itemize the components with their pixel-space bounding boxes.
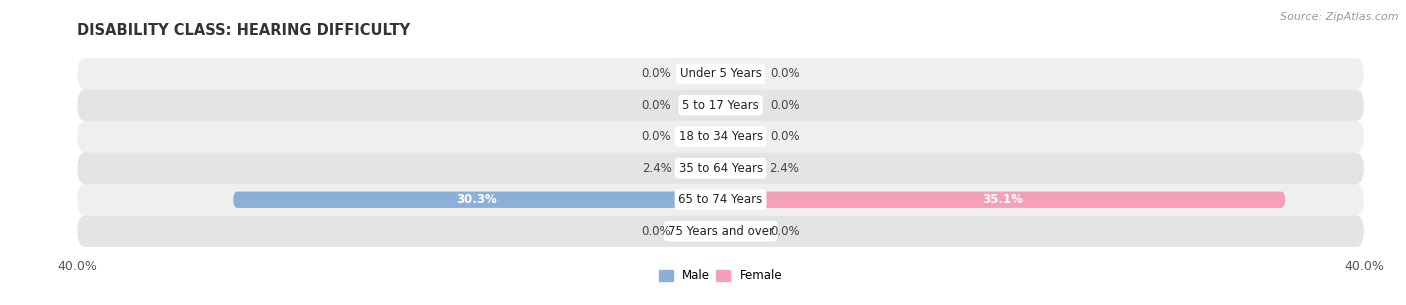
FancyBboxPatch shape — [681, 223, 721, 239]
Text: 0.0%: 0.0% — [770, 67, 800, 80]
Text: 0.0%: 0.0% — [641, 67, 671, 80]
Text: 30.3%: 30.3% — [457, 193, 498, 206]
Text: 0.0%: 0.0% — [770, 130, 800, 143]
FancyBboxPatch shape — [721, 129, 761, 145]
FancyBboxPatch shape — [721, 160, 759, 176]
FancyBboxPatch shape — [682, 160, 721, 176]
Text: 65 to 74 Years: 65 to 74 Years — [679, 193, 762, 206]
Text: 0.0%: 0.0% — [641, 99, 671, 112]
Text: 75 Years and over: 75 Years and over — [668, 225, 773, 238]
FancyBboxPatch shape — [681, 66, 721, 82]
Text: 0.0%: 0.0% — [641, 225, 671, 238]
FancyBboxPatch shape — [721, 192, 1285, 208]
FancyBboxPatch shape — [77, 152, 1364, 184]
FancyBboxPatch shape — [77, 90, 1364, 121]
Text: 0.0%: 0.0% — [641, 130, 671, 143]
Text: Under 5 Years: Under 5 Years — [679, 67, 762, 80]
FancyBboxPatch shape — [721, 223, 761, 239]
Text: 5 to 17 Years: 5 to 17 Years — [682, 99, 759, 112]
Text: 35.1%: 35.1% — [983, 193, 1024, 206]
FancyBboxPatch shape — [681, 97, 721, 113]
FancyBboxPatch shape — [233, 192, 721, 208]
Text: 0.0%: 0.0% — [770, 99, 800, 112]
Text: DISABILITY CLASS: HEARING DIFFICULTY: DISABILITY CLASS: HEARING DIFFICULTY — [77, 23, 411, 38]
Text: 0.0%: 0.0% — [770, 225, 800, 238]
Legend: Male, Female: Male, Female — [654, 265, 787, 287]
Text: 2.4%: 2.4% — [643, 162, 672, 175]
Text: 18 to 34 Years: 18 to 34 Years — [679, 130, 762, 143]
FancyBboxPatch shape — [721, 66, 761, 82]
FancyBboxPatch shape — [77, 184, 1364, 215]
FancyBboxPatch shape — [77, 215, 1364, 247]
FancyBboxPatch shape — [681, 129, 721, 145]
FancyBboxPatch shape — [77, 58, 1364, 90]
Text: 35 to 64 Years: 35 to 64 Years — [679, 162, 762, 175]
FancyBboxPatch shape — [721, 97, 761, 113]
Text: 2.4%: 2.4% — [769, 162, 799, 175]
FancyBboxPatch shape — [77, 121, 1364, 152]
Text: Source: ZipAtlas.com: Source: ZipAtlas.com — [1281, 12, 1399, 22]
